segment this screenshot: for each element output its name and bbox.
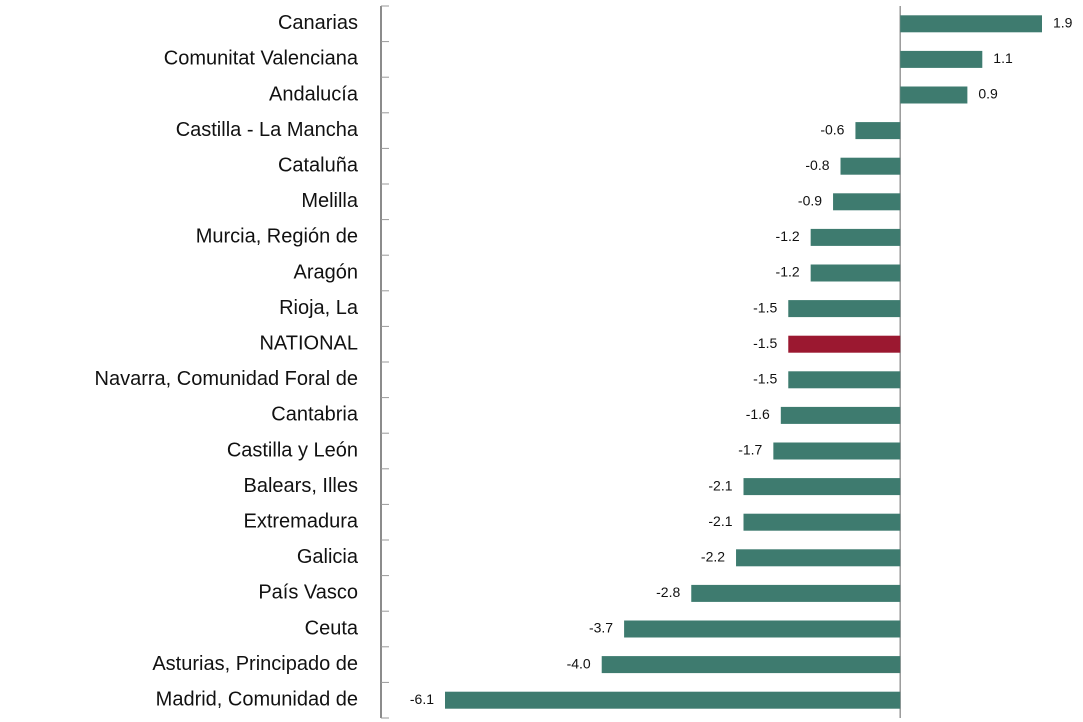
category-label: Navarra, Comunidad Foral de [95, 368, 358, 390]
value-label: -4.0 [567, 655, 591, 671]
category-label: Madrid, Comunidad de [156, 688, 358, 710]
bar [900, 15, 1042, 33]
bar [624, 620, 901, 638]
bar [736, 549, 901, 567]
bar [788, 300, 901, 318]
category-label: Galicia [297, 546, 359, 568]
category-label: País Vasco [258, 582, 358, 604]
category-label: Castilla - La Mancha [176, 119, 359, 141]
value-label: -6.1 [410, 691, 434, 707]
value-label: 0.9 [978, 86, 998, 102]
value-label: -1.5 [753, 299, 777, 315]
bar [788, 335, 901, 353]
bar [900, 50, 983, 68]
value-label: -0.9 [798, 193, 822, 209]
bar [855, 122, 901, 140]
bar [840, 157, 901, 175]
value-label: -1.2 [776, 264, 800, 280]
bar [691, 584, 901, 602]
category-label: Asturias, Principado de [152, 653, 358, 675]
category-label: Andalucía [269, 83, 359, 105]
category-label: Comunitat Valenciana [164, 48, 359, 70]
bar [788, 371, 901, 389]
value-label: -1.5 [753, 371, 777, 387]
value-label: -2.1 [708, 513, 732, 529]
value-label: -1.6 [746, 406, 770, 422]
category-label: Melilla [301, 190, 359, 212]
bar [810, 264, 901, 282]
category-label: Cataluña [278, 154, 359, 176]
value-label: -2.1 [708, 477, 732, 493]
value-label: -2.2 [701, 549, 725, 565]
category-label: Rioja, La [279, 297, 359, 319]
value-label: 1.1 [993, 50, 1013, 66]
category-label: Extremadura [244, 510, 359, 532]
category-label: Balears, Illes [244, 475, 359, 497]
value-label: 1.9 [1053, 15, 1073, 31]
category-label: Ceuta [305, 617, 359, 639]
bar [601, 656, 901, 674]
value-label: -1.5 [753, 335, 777, 351]
bar [743, 513, 901, 531]
bar [900, 86, 968, 104]
bar [773, 442, 901, 460]
value-label: -1.2 [776, 228, 800, 244]
bar [780, 406, 901, 424]
category-label: NATIONAL [259, 332, 358, 354]
category-label: Aragón [294, 261, 359, 283]
category-label: Castilla y León [227, 439, 358, 461]
value-label: -0.6 [820, 121, 844, 137]
value-label: -1.7 [738, 442, 762, 458]
bar [833, 193, 901, 211]
value-label: -2.8 [656, 584, 680, 600]
category-label: Canarias [278, 12, 358, 34]
bar [445, 691, 901, 709]
value-label: -0.8 [805, 157, 829, 173]
category-label: Cantabria [271, 404, 359, 426]
bar [810, 228, 901, 246]
bar [743, 478, 901, 496]
value-label: -3.7 [589, 620, 613, 636]
category-label: Murcia, Región de [196, 226, 358, 248]
